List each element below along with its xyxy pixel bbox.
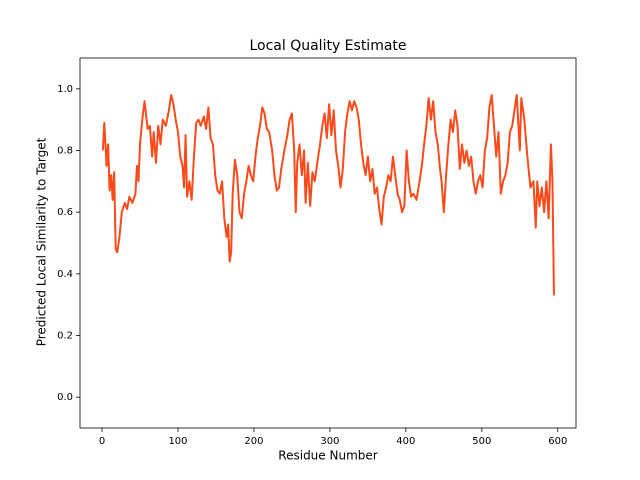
x-tick-label: 200 <box>244 436 263 447</box>
y-tick-label: 1.0 <box>57 84 73 95</box>
x-tick-label: 100 <box>168 436 187 447</box>
y-tick-label: 0.6 <box>57 207 73 218</box>
data-line <box>101 94 555 296</box>
y-tick-label: 0.2 <box>57 331 73 342</box>
x-tick-label: 400 <box>396 436 415 447</box>
x-axis-label: Residue Number <box>278 449 377 463</box>
x-tick-label: 600 <box>548 436 567 447</box>
x-tick-label: 500 <box>472 436 491 447</box>
plot-frame <box>79 57 577 429</box>
y-tick-label: 0.0 <box>57 392 73 403</box>
x-tick-label: 300 <box>320 436 339 447</box>
x-tick-label: 0 <box>99 436 105 447</box>
y-tick-label: 0.4 <box>57 269 73 280</box>
y-tick-label: 0.8 <box>57 146 73 157</box>
chart-title: Local Quality Estimate <box>249 38 406 54</box>
y-axis-label: Predicted Local Similarity to Target <box>35 137 49 346</box>
